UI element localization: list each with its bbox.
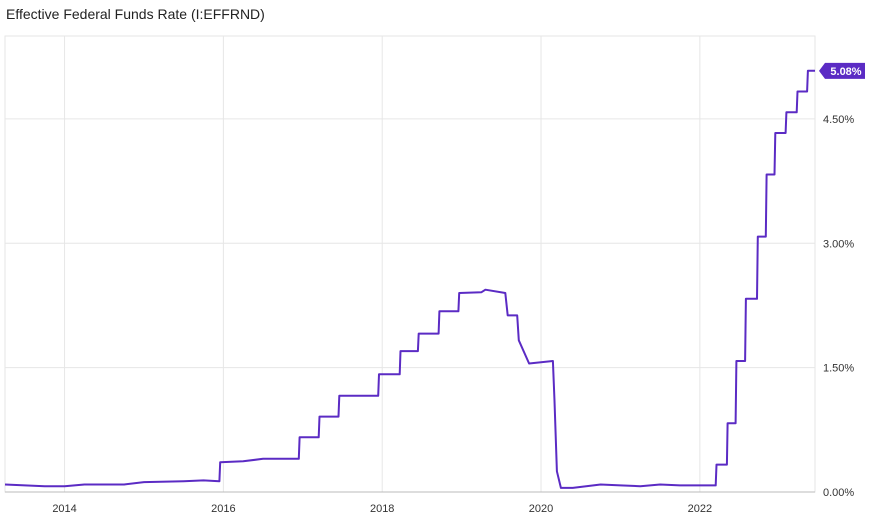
plot-frame — [4, 35, 816, 493]
y-tick-label: 0.00% — [823, 487, 854, 499]
grid-layer — [4, 35, 816, 493]
y-tick-label: 3.00% — [823, 238, 854, 250]
series-line — [4, 69, 815, 489]
end-value-badge — [819, 62, 865, 79]
x-tick-label: 2020 — [529, 503, 553, 515]
y-tick-label: 4.50% — [823, 114, 854, 126]
axis-layer: 2014 2016 2018 2020 2022 0.00% 1.50% 3.00% 4.50% — [5, 114, 854, 515]
x-tick-label: 2022 — [688, 503, 712, 515]
x-tick-label: 2018 — [370, 503, 394, 515]
y-tick-label: 1.50% — [823, 363, 854, 375]
label-layer: 5.08% — [819, 62, 865, 79]
series-layer — [4, 69, 815, 489]
x-tick-label: 2014 — [52, 503, 76, 515]
x-tick-label: 2016 — [211, 503, 235, 515]
end-value-label: 5.08% — [830, 66, 861, 78]
chart-title: Effective Federal Funds Rate (I:EFFRND) — [6, 6, 265, 22]
